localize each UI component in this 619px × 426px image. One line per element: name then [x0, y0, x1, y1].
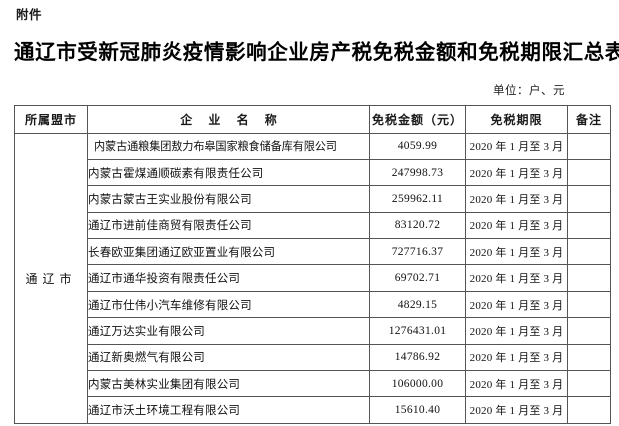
cell-exempt-amount: 4059.99	[369, 132, 466, 160]
cell-enterprise-name: 内蒙古美林实业集团有限公司	[87, 370, 370, 398]
table-body: 通辽市 内蒙古通粮集团敖力布皋国家粮食储备库有限公司 4059.99 2020 年 1…	[14, 132, 611, 424]
column-header-exempt-period: 免税期限	[465, 104, 568, 134]
cell-exempt-period: 2020 年 1 月至 3 月	[465, 290, 568, 319]
table-row: 通辽万达实业有限公司 1276431.01 2020 年 1 月至 3 月	[15, 317, 611, 345]
cell-enterprise-name: 内蒙古通粮集团敖力布皋国家粮食储备库有限公司	[87, 132, 370, 160]
cell-remark	[567, 238, 611, 266]
cell-enterprise-name: 通辽市通华投资有限责任公司	[87, 264, 370, 292]
attachment-label: 附件	[16, 7, 43, 22]
column-header-remark: 备注	[567, 104, 611, 134]
cell-exempt-period: 2020 年 1 月至 3 月	[465, 211, 568, 240]
cell-exempt-period: 2020 年 1 月至 3 月	[465, 343, 568, 372]
cell-exempt-amount: 4829.15	[369, 290, 466, 319]
table-row: 内蒙古霍煤通顺碳素有限责任公司 247998.73 2020 年 1 月至 3 月	[15, 158, 611, 187]
column-header-enterprise-name: 企 业 名 称	[87, 104, 370, 134]
unit-note: 单位：户、元	[493, 82, 565, 97]
cell-exempt-amount: 247998.73	[369, 158, 466, 187]
cell-enterprise-name: 通辽市进前佳商贸有限责任公司	[87, 211, 370, 240]
table-row: 通辽市沃土环境工程有限公司 15610.40 2020 年 1 月至 3 月	[15, 396, 611, 424]
cell-remark	[567, 264, 611, 292]
cell-remark	[567, 396, 611, 424]
cell-enterprise-name: 通辽新奥燃气有限公司	[87, 343, 370, 372]
table-header-row: 所属盟市 企 业 名 称 免税金额（元） 免税期限 备注	[14, 104, 611, 134]
table-row: 通辽市 内蒙古通粮集团敖力布皋国家粮食储备库有限公司 4059.99 2020 年 1…	[14, 132, 611, 424]
cell-remark	[567, 370, 611, 398]
cell-enterprise-name: 通辽市仕伟小汽车维修有限公司	[87, 290, 370, 319]
page-title: 通辽市受新冠肺炎疫情影响企业房产税免税金额和免税期限汇总表	[14, 39, 619, 64]
cell-remark	[567, 158, 611, 187]
table-row: 通辽新奥燃气有限公司 14786.92 2020 年 1 月至 3 月	[15, 343, 611, 372]
cell-exempt-amount: 14786.92	[369, 343, 466, 372]
cell-enterprise-name: 内蒙古蒙古王实业股份有限公司	[87, 185, 370, 213]
cell-exempt-period: 2020 年 1 月至 3 月	[465, 396, 568, 424]
table-row: 长春欧亚集团通辽欧亚置业有限公司 727716.37 2020 年 1 月至 3 月	[15, 238, 611, 266]
cell-region: 通辽市	[14, 132, 88, 424]
cell-enterprise-name: 通辽万达实业有限公司	[87, 317, 370, 345]
column-header-exempt-amount: 免税金额（元）	[369, 104, 466, 134]
table-row: 通辽市进前佳商贸有限责任公司 83120.72 2020 年 1 月至 3 月	[15, 211, 611, 240]
cell-remark	[567, 317, 611, 345]
tax-exemption-table: 所属盟市 企 业 名 称 免税金额（元） 免税期限 备注 通辽市 内蒙古通粮集团敖…	[14, 104, 611, 424]
cell-exempt-amount: 727716.37	[369, 238, 466, 266]
cell-remark	[567, 132, 611, 160]
cell-exempt-amount: 83120.72	[369, 211, 466, 240]
table-row: 内蒙古蒙古王实业股份有限公司 259962.11 2020 年 1 月至 3 月	[15, 185, 611, 213]
cell-enterprise-name: 内蒙古霍煤通顺碳素有限责任公司	[87, 158, 370, 187]
cell-exempt-period: 2020 年 1 月至 3 月	[465, 132, 568, 160]
cell-exempt-amount: 106000.00	[369, 370, 466, 398]
table-header: 所属盟市 企 业 名 称 免税金额（元） 免税期限 备注	[14, 104, 611, 134]
table-row: 内蒙古美林实业集团有限公司 106000.00 2020 年 1 月至 3 月	[15, 370, 611, 398]
cell-exempt-period: 2020 年 1 月至 3 月	[465, 264, 568, 292]
cell-exempt-period: 2020 年 1 月至 3 月	[465, 158, 568, 187]
cell-exempt-amount: 69702.71	[369, 264, 466, 292]
column-header-region: 所属盟市	[14, 104, 88, 134]
cell-remark	[567, 343, 611, 372]
cell-exempt-amount: 1276431.01	[369, 317, 466, 345]
cell-remark	[567, 185, 611, 213]
cell-exempt-amount: 259962.11	[369, 185, 466, 213]
cell-exempt-period: 2020 年 1 月至 3 月	[465, 238, 568, 266]
cell-remark	[567, 290, 611, 319]
cell-exempt-amount: 15610.40	[369, 396, 466, 424]
cell-enterprise-name: 长春欧亚集团通辽欧亚置业有限公司	[87, 238, 370, 266]
table-row: 通辽市通华投资有限责任公司 69702.71 2020 年 1 月至 3 月	[15, 264, 611, 292]
column-header-enterprise-name-label: 企 业 名 称	[180, 112, 283, 127]
cell-exempt-period: 2020 年 1 月至 3 月	[465, 185, 568, 213]
cell-exempt-period: 2020 年 1 月至 3 月	[465, 317, 568, 345]
table-row: 通辽市仕伟小汽车维修有限公司 4829.15 2020 年 1 月至 3 月	[15, 290, 611, 319]
cell-enterprise-name: 通辽市沃土环境工程有限公司	[87, 396, 370, 424]
cell-exempt-period: 2020 年 1 月至 3 月	[465, 370, 568, 398]
cell-remark	[567, 211, 611, 240]
